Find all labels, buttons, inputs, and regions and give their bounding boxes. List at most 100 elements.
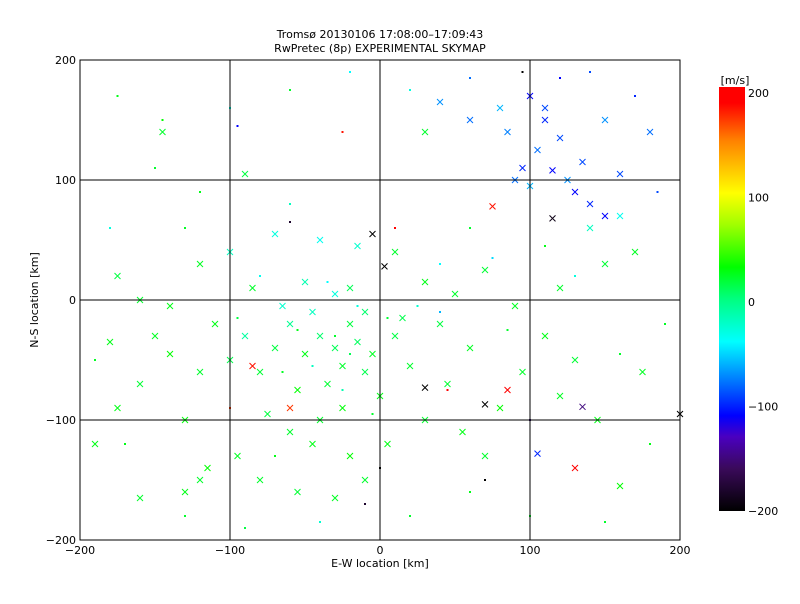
data-point-cross	[136, 380, 144, 388]
data-point-dot	[386, 317, 389, 319]
data-point-cross	[459, 428, 466, 436]
data-point-dot	[334, 335, 336, 337]
data-point-cross	[601, 260, 609, 268]
data-point-cross	[286, 428, 294, 436]
data-point-cross	[646, 128, 654, 136]
data-point-cross	[466, 116, 474, 124]
data-point-cross	[294, 386, 301, 394]
data-point-cross	[159, 128, 166, 136]
data-point-cross	[361, 476, 369, 484]
data-point-cross	[151, 332, 159, 340]
colorbar-tick-label: 100	[748, 192, 769, 205]
data-point-cross	[114, 404, 121, 412]
data-point-cross	[489, 203, 496, 210]
data-point-cross	[249, 284, 256, 292]
y-tick-label: −200	[46, 534, 76, 547]
data-point-cross	[339, 404, 346, 412]
data-point-cross	[294, 488, 301, 496]
data-point-dot	[184, 515, 186, 517]
data-point-dot	[319, 521, 321, 523]
data-point-dot	[506, 329, 509, 331]
data-point-cross	[264, 410, 271, 418]
y-tick-label: −100	[46, 414, 76, 427]
data-point-cross	[571, 356, 579, 364]
data-point-cross	[271, 344, 279, 352]
data-point-cross	[549, 215, 556, 222]
data-point-cross	[571, 188, 579, 196]
chart-title: Tromsø 20130106 17:08:00–17:09:43	[276, 28, 484, 41]
data-point-cross	[106, 338, 114, 346]
x-axis-label: E-W location [km]	[331, 557, 429, 570]
data-point-cross	[556, 134, 564, 142]
y-tick-label: 200	[55, 54, 76, 67]
data-point-dot	[244, 527, 246, 529]
data-point-cross	[541, 104, 549, 112]
data-point-cross	[519, 368, 526, 376]
data-point-dot	[394, 227, 396, 229]
data-point-cross	[271, 230, 279, 238]
data-point-dot	[544, 245, 546, 247]
data-point-cross	[196, 260, 204, 268]
data-point-dot	[664, 323, 666, 325]
data-point-dot	[109, 227, 111, 229]
grid-lines	[80, 60, 680, 540]
data-point-cross	[166, 302, 174, 310]
data-point-dot	[296, 329, 299, 331]
data-point-cross	[639, 368, 646, 376]
data-point-dot	[356, 305, 359, 307]
data-point-cross	[391, 332, 399, 340]
data-point-dot	[521, 71, 524, 73]
data-point-cross	[381, 263, 388, 270]
data-point-cross	[586, 200, 594, 208]
colorbar-tick-label: −200	[748, 505, 778, 518]
x-tick-label: 100	[520, 544, 541, 557]
data-point-dot	[416, 305, 419, 307]
data-point-cross	[391, 248, 399, 256]
data-point-dot	[161, 119, 164, 121]
data-point-cross	[504, 386, 511, 394]
colorbar	[719, 87, 745, 511]
data-point-cross	[616, 482, 624, 490]
data-point-cross	[211, 320, 219, 328]
data-point-cross	[519, 164, 526, 172]
colorbar-tick-label: 200	[748, 87, 769, 100]
data-point-cross	[444, 380, 451, 388]
data-point-cross	[534, 146, 541, 154]
data-point-cross	[234, 452, 241, 460]
data-point-cross	[354, 338, 361, 346]
data-point-dot	[289, 89, 291, 91]
data-point-dot	[341, 389, 344, 391]
x-tick-label: −100	[215, 544, 245, 557]
x-tick-label: 200	[670, 544, 691, 557]
data-point-cross	[286, 404, 294, 412]
data-point-dot	[439, 311, 441, 313]
data-point-dot	[574, 275, 576, 277]
data-point-dot	[619, 353, 621, 355]
data-point-dot	[326, 281, 329, 283]
data-point-dot	[349, 353, 351, 355]
chart-subtitle: RwPretec (8p) EXPERIMENTAL SKYMAP	[274, 42, 486, 55]
data-point-cross	[316, 236, 324, 244]
data-point-cross	[549, 167, 556, 174]
colorbar-tick-label: −100	[748, 401, 778, 414]
data-point-cross	[249, 362, 256, 370]
data-point-cross	[481, 266, 489, 274]
data-point-dot	[409, 515, 411, 517]
data-point-cross	[324, 380, 331, 388]
data-point-cross	[286, 320, 294, 328]
data-point-dot	[116, 95, 119, 97]
data-point-cross	[601, 212, 609, 220]
data-point-dot	[289, 203, 291, 205]
data-point-dot	[236, 125, 239, 127]
colorbar-ticks: 200 100 0 −100 −200	[748, 87, 778, 518]
data-point-cross	[601, 116, 609, 124]
data-point-dot	[364, 503, 366, 505]
y-tick-label: 100	[55, 174, 76, 187]
data-point-cross	[339, 362, 346, 370]
data-point-cross	[466, 344, 474, 352]
data-point-cross	[309, 440, 316, 448]
data-point-cross	[256, 368, 264, 376]
x-tick-label: 0	[377, 544, 384, 557]
data-point-cross	[301, 350, 309, 358]
